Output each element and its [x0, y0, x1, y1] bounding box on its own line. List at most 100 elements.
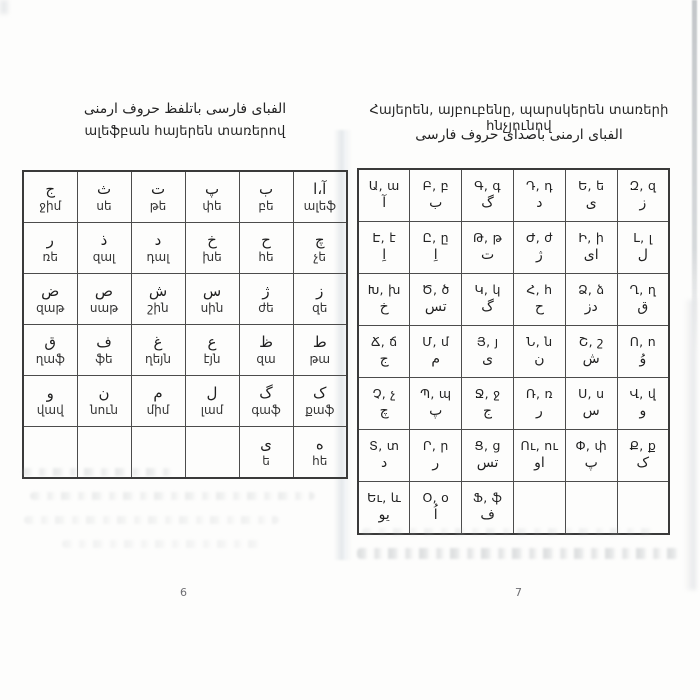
- letter-cell: [22, 426, 78, 479]
- armenian-letter-pair: Շ, շ: [578, 334, 604, 350]
- left-page-title-armenian: ալեֆբան հայերեն տառերով: [84, 124, 286, 139]
- armenian-letter-pair: Հ, հ: [526, 282, 553, 298]
- scan-edge-shadow: [684, 300, 696, 590]
- armenian-letter-pair: Ր, ր: [422, 438, 449, 454]
- letter-cell: ظ զա: [238, 324, 294, 376]
- armenian-transliteration: նուն: [89, 402, 119, 417]
- persian-letter: و: [46, 383, 54, 402]
- armenian-transliteration: ե: [262, 453, 270, 468]
- letter-cell: آ،ا ալեֆ: [292, 170, 348, 223]
- persian-letter: ظ: [259, 332, 273, 351]
- persian-sound: چ: [379, 402, 389, 419]
- letter-cell: [564, 481, 618, 535]
- persian-sound: اُ: [433, 506, 438, 523]
- armenian-letter-pair: Ի, ի: [578, 230, 605, 246]
- persian-letter: ل: [206, 383, 218, 402]
- letter-cell: Ո, ո وُ: [616, 325, 670, 378]
- persian-letter: [132, 435, 185, 454]
- persian-sound: گ: [481, 194, 494, 211]
- persian-letter: ع: [207, 332, 217, 351]
- armenian-letter-pair: [514, 490, 565, 506]
- armenian-letter-pair: Ն, ն: [526, 334, 553, 350]
- bleed-through-line: [24, 516, 279, 524]
- persian-sound: ر: [536, 402, 543, 419]
- armenian-transliteration: ջիմ: [39, 198, 62, 213]
- persian-sound: تس: [476, 454, 499, 471]
- letter-cell: ض զաթ: [22, 273, 78, 325]
- letter-cell: [616, 481, 670, 535]
- armenian-letter-pair: Մ, մ: [422, 334, 450, 350]
- persian-sound: ف: [480, 506, 495, 523]
- letter-cell: [184, 426, 240, 479]
- armenian-transliteration: սաթ: [89, 300, 119, 315]
- persian-letter: ح: [261, 230, 271, 249]
- armenian-letter-pair: Ե, ե: [578, 178, 605, 194]
- right-page-title-persian: الفبای ارمنی باصدای حروف فارسی: [415, 127, 623, 143]
- armenian-transliteration: զե: [312, 300, 328, 315]
- armenian-letter-pair: Օ, օ: [422, 490, 450, 506]
- armenian-transliteration: հե: [312, 453, 328, 468]
- persian-sound: س: [582, 402, 600, 419]
- letter-cell: غ ղեյն: [130, 324, 186, 376]
- letter-cell: خ խե: [184, 222, 240, 274]
- armenian-transliteration: դալ: [146, 249, 170, 264]
- bleed-through-line: [62, 540, 262, 548]
- persian-sound: ی: [482, 350, 494, 367]
- letter-cell: Ու, ու او: [512, 429, 566, 482]
- armenian-transliteration: զաթ: [36, 300, 65, 315]
- armenian-letter-pair: [618, 490, 668, 506]
- armenian-transliteration: էյն: [203, 351, 221, 366]
- letter-cell: ز զե: [292, 273, 348, 325]
- armenian-letter-pair: Ց, ց: [474, 438, 501, 454]
- persian-sound: ل: [637, 246, 648, 263]
- armenian-letter-pair: Ը, ը: [422, 230, 449, 246]
- letter-cell: گ գաֆ: [238, 375, 294, 427]
- persian-letter: [186, 435, 239, 454]
- table-row: ق ղաֆ ف ֆե غ ղեյն ع էյն ظ զա ط թա: [22, 324, 348, 376]
- letter-cell: ر ռե: [22, 222, 78, 274]
- letter-cell: س սին: [184, 273, 240, 325]
- armenian-letter-pair: Է, է: [372, 230, 396, 246]
- persian-sound: اِ: [433, 246, 438, 263]
- armenian-transliteration: [186, 454, 239, 468]
- persian-sound: م: [431, 350, 441, 367]
- persian-letter: غ: [153, 332, 163, 351]
- armenian-letter-pair: Պ, պ: [420, 386, 452, 402]
- left-page-number: 6: [180, 586, 187, 599]
- letter-cell: پ փե: [184, 170, 240, 223]
- persian-letter: م: [153, 383, 163, 402]
- persian-letter: ژ: [262, 281, 270, 300]
- persian-letter: پ: [204, 179, 220, 198]
- persian-letter: ب: [258, 179, 274, 198]
- armenian-letter-pair: Ղ, ղ: [629, 282, 657, 298]
- letter-cell: Ծ, ծ تس: [409, 273, 463, 326]
- letter-cell: ب բե: [238, 170, 294, 223]
- persian-sound: ب: [429, 194, 443, 211]
- persian-letter: [24, 435, 77, 454]
- persian-sound: ر: [432, 454, 440, 471]
- persian-letter: ر: [46, 230, 54, 249]
- letter-cell: ص սաթ: [76, 273, 132, 325]
- letter-cell: ل լամ: [184, 375, 240, 427]
- armenian-transliteration: փե: [202, 198, 222, 213]
- armenian-letter-pair: Վ, վ: [629, 386, 657, 402]
- letter-cell: م միմ: [130, 375, 186, 427]
- persian-sound: [514, 506, 565, 524]
- armenian-to-persian-table: Ա, ա آ Բ, բ ب Գ, գ گ Դ, դ د Ե, ե ی Զ, զ ز Է, է اِ Ը, ը…: [357, 168, 670, 535]
- letter-cell: ه հե: [292, 426, 348, 479]
- armenian-transliteration: ղաֆ: [35, 351, 65, 366]
